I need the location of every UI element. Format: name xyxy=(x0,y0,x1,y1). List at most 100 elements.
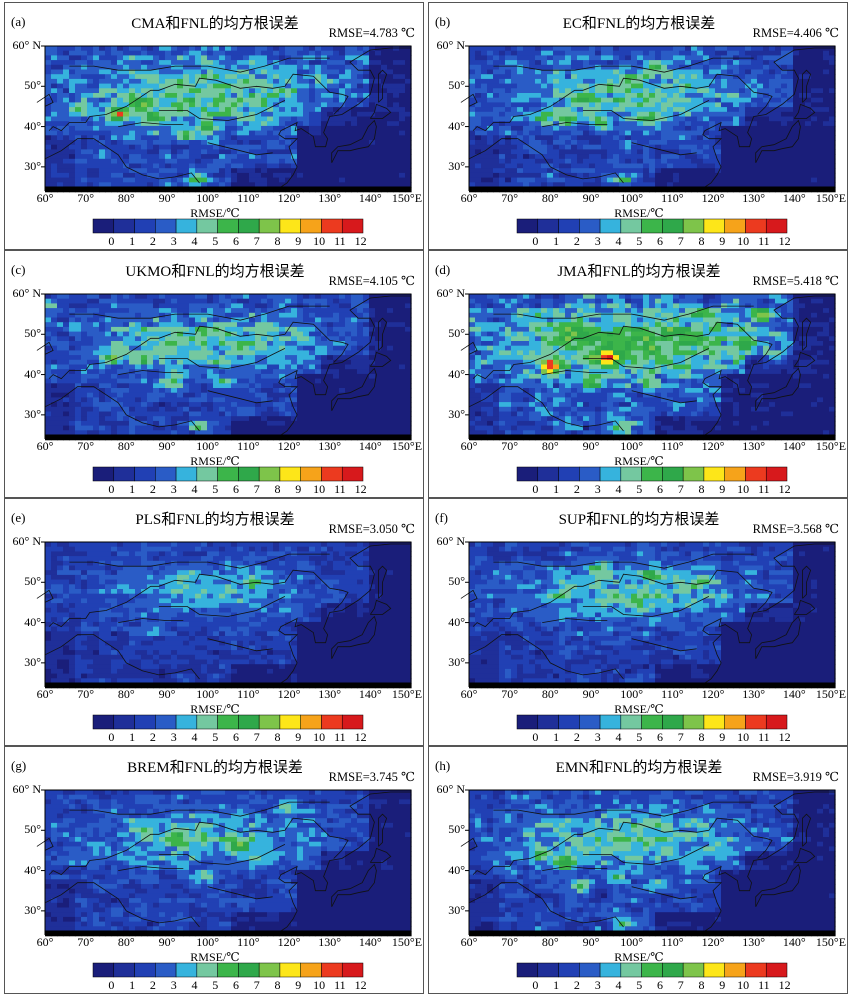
lon-label: 90° xyxy=(158,439,176,453)
colorbar-swatch xyxy=(175,218,198,234)
rmse-field xyxy=(45,46,412,193)
colorbar-tick: 3 xyxy=(170,482,177,496)
colorbar-tick: 10 xyxy=(313,482,326,496)
colorbar-swatch xyxy=(765,962,788,978)
map-panel: (b) EC和FNL的均方根误差 RMSE=4.406 ℃ 60° N 50° 40° 30… xyxy=(428,2,848,250)
lat-label: 50° xyxy=(24,78,41,93)
colorbar-swatch xyxy=(217,714,239,730)
colorbar-tick: 9 xyxy=(719,482,726,496)
colorbar-tick: 12 xyxy=(354,482,367,496)
map-frame xyxy=(44,789,412,932)
colorbar-tick: 8 xyxy=(274,730,281,744)
lat-label: 40° xyxy=(448,366,465,381)
colorbar-tick: 5 xyxy=(636,978,643,992)
colorbar-tick: 0 xyxy=(532,482,539,496)
colorbar-swatch xyxy=(558,218,580,234)
colorbar-tick: 6 xyxy=(657,482,663,496)
lon-label: 90° xyxy=(158,687,176,701)
colorbar-swatch xyxy=(300,714,322,730)
lon-label: 120° xyxy=(277,191,301,205)
lat-label: 40° xyxy=(24,118,41,133)
colorbar-swatch xyxy=(765,218,788,234)
colorbar-swatch xyxy=(620,714,642,730)
colorbar-swatch xyxy=(682,714,705,730)
panel-label: (e) xyxy=(11,510,26,525)
lon-label: 130° xyxy=(742,191,766,205)
lon-label: 140° xyxy=(358,191,382,205)
lon-label: 140° xyxy=(358,935,382,949)
lat-label: 30° xyxy=(448,654,465,669)
lon-label: 110° xyxy=(661,191,684,205)
lon-label: 80° xyxy=(541,439,559,453)
lon-label: 100° xyxy=(620,439,644,453)
lon-label: 70° xyxy=(77,687,95,701)
colorbar-tick: 12 xyxy=(354,730,367,744)
colorbar-tick: 1 xyxy=(129,482,136,496)
colorbar-tick: 10 xyxy=(313,730,326,744)
rmse-field xyxy=(469,542,836,689)
colorbar-swatch xyxy=(196,218,218,234)
lon-label: 60° xyxy=(460,935,478,949)
colorbar-swatch xyxy=(134,714,156,730)
lon-label: 80° xyxy=(541,191,559,205)
colorbar-tick: 7 xyxy=(253,234,260,248)
colorbar-swatch xyxy=(155,714,177,730)
colorbar-tick: 8 xyxy=(274,978,281,992)
colorbar-tick: 0 xyxy=(108,482,115,496)
map-panel: (f) SUP和FNL的均方根误差 RMSE=3.568 ℃ 60° N 50° 40° 3… xyxy=(428,498,848,746)
lat-label: 50° xyxy=(24,822,41,837)
colorbar-swatch xyxy=(341,714,364,730)
colorbar-tick: 1 xyxy=(129,730,136,744)
map-frame xyxy=(468,293,836,436)
map-frame xyxy=(44,45,412,188)
lon-label: 110° xyxy=(661,439,684,453)
colorbar-swatch xyxy=(321,218,343,234)
colorbar-swatch xyxy=(558,962,580,978)
lon-label: 150°E xyxy=(391,439,423,453)
rmse-field xyxy=(45,542,412,689)
lat-label: 30° xyxy=(24,654,41,669)
colorbar-tick: 6 xyxy=(657,234,663,248)
colorbar-tick: 11 xyxy=(758,482,770,496)
colorbar-swatch xyxy=(765,466,788,482)
colorbar-title: RMSE/℃ xyxy=(190,206,240,220)
colorbar-swatch xyxy=(175,962,198,978)
colorbar-swatch xyxy=(155,218,177,234)
rmse-value: RMSE=3.050 ℃ xyxy=(328,522,415,536)
colorbar-tick: 4 xyxy=(615,482,622,496)
panel-title: EC和FNL的均方根误差 xyxy=(562,16,716,32)
lat-label: 60° N xyxy=(12,286,41,300)
colorbar-tick: 1 xyxy=(553,978,560,992)
lon-label: 80° xyxy=(117,935,135,949)
rmse-field xyxy=(469,46,836,193)
colorbar-swatch xyxy=(662,962,684,978)
lon-label: 120° xyxy=(277,935,301,949)
colorbar-swatch xyxy=(196,962,218,978)
lon-label: 90° xyxy=(582,935,600,949)
colorbar-tick: 10 xyxy=(313,234,326,248)
colorbar-swatch xyxy=(217,466,239,482)
colorbar-swatch xyxy=(321,714,343,730)
lat-label: 50° xyxy=(24,574,41,589)
colorbar-tick: 12 xyxy=(778,730,791,744)
colorbar-swatch xyxy=(300,466,322,482)
coastline xyxy=(36,295,411,436)
colorbar-swatch xyxy=(662,466,684,482)
colorbar-swatch xyxy=(620,962,642,978)
colorbar-tick: 11 xyxy=(334,234,346,248)
colorbar-tick: 2 xyxy=(573,978,580,992)
colorbar-swatch xyxy=(113,218,135,234)
colorbar-swatch xyxy=(724,962,746,978)
colorbar-tick: 2 xyxy=(573,482,580,496)
colorbar-swatch xyxy=(155,466,177,482)
colorbar-swatch xyxy=(238,218,260,234)
colorbar-swatch xyxy=(579,962,601,978)
colorbar-swatch xyxy=(238,714,260,730)
lon-label: 70° xyxy=(501,687,519,701)
colorbar-tick: 5 xyxy=(212,482,219,496)
rmse-map xyxy=(36,541,412,730)
lon-label: 90° xyxy=(582,439,600,453)
colorbar-swatch xyxy=(258,466,281,482)
colorbar-swatch xyxy=(258,218,281,234)
lon-label: 140° xyxy=(358,687,382,701)
